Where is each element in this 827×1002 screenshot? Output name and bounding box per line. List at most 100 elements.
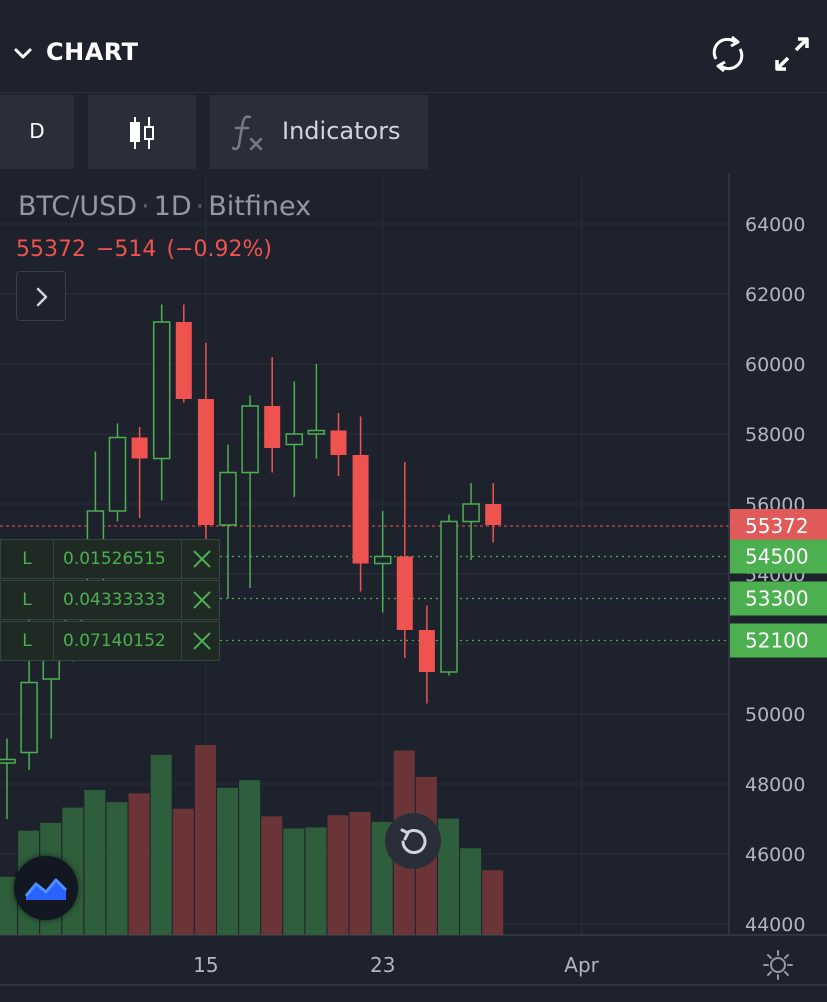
order-row[interactable]: L 0.04333333	[0, 580, 220, 620]
cancel-order-button[interactable]	[181, 540, 220, 578]
price-tick-label: 64000	[745, 214, 805, 236]
interval-button[interactable]: D	[0, 95, 74, 169]
price-tick-label: 48000	[745, 774, 805, 796]
order-side: L	[1, 622, 54, 660]
order-side: L	[1, 540, 54, 578]
chart-type-button[interactable]	[88, 95, 196, 169]
settings-icon[interactable]	[762, 949, 794, 981]
candle-body	[330, 430, 347, 455]
legend-exchange: Bitfinex	[208, 191, 312, 222]
legend-last-price: 55372	[16, 237, 86, 262]
volume-bar	[305, 827, 327, 935]
order-row[interactable]: L 0.01526515	[0, 539, 220, 579]
price-tick-label: 44000	[745, 914, 805, 936]
close-icon	[193, 632, 211, 650]
order-amount: 0.04333333	[63, 590, 166, 610]
candle-body	[418, 630, 435, 672]
candle-body	[485, 504, 502, 525]
candle-body	[352, 455, 369, 564]
indicators-label: Indicators	[282, 117, 401, 145]
order-price-badge-label: 52100	[745, 629, 809, 653]
candle-body	[307, 429, 326, 435]
order-price-badge	[730, 581, 827, 616]
chevron-down-icon[interactable]	[12, 42, 34, 64]
volume-bar	[239, 780, 261, 935]
legend-change: −514	[96, 237, 157, 262]
candlestick-icon	[130, 117, 154, 149]
chart-toolbar: D Indicators	[0, 93, 827, 173]
candle-body	[241, 405, 259, 474]
cancel-order-button[interactable]	[181, 622, 220, 660]
last-price-badge-label: 55372	[745, 514, 809, 538]
order-side: L	[1, 581, 54, 619]
candle-body	[131, 437, 148, 459]
candle-body	[108, 436, 127, 512]
volume-bar	[327, 815, 349, 935]
volume-bar	[84, 790, 106, 935]
candle-body	[462, 503, 480, 523]
last-price-badge	[730, 508, 827, 543]
panel-title[interactable]: CHART	[46, 38, 139, 66]
candle-body	[20, 681, 38, 754]
cancel-order-button[interactable]	[181, 581, 220, 619]
price-tick-label: 46000	[745, 844, 805, 866]
chevron-right-icon	[36, 287, 48, 307]
volume-bar	[349, 811, 371, 935]
candle-body	[440, 520, 458, 673]
order-price-badge-label: 53300	[745, 587, 809, 611]
logo-icon	[24, 878, 68, 900]
reset-chart-button[interactable]	[385, 813, 441, 869]
order-price-badge	[730, 539, 827, 574]
volume-bar	[150, 754, 172, 935]
legend-price-row: 55372 −514 (−0.92%)	[16, 237, 282, 262]
logo-button[interactable]	[14, 856, 78, 920]
volume-bar	[482, 870, 504, 935]
candle-body	[264, 406, 281, 448]
series-legend[interactable]: BTC/USD · 1D · Bitfinex	[18, 191, 311, 222]
order-amount: 0.07140152	[63, 631, 166, 651]
fx-icon	[232, 115, 263, 151]
volume-bar	[0, 876, 17, 935]
time-tick-label: 15	[193, 953, 218, 977]
candle-body	[373, 555, 392, 565]
chart-area[interactable]: 4400046000480005000052000540005600058000…	[0, 173, 827, 1002]
volume-bar	[460, 848, 482, 935]
volume-bar	[128, 793, 150, 935]
volume-bar	[194, 745, 216, 935]
close-icon	[193, 591, 211, 609]
volume-bar	[172, 808, 194, 935]
candle-body	[152, 321, 171, 460]
candle-body	[197, 399, 214, 525]
sync-icon[interactable]	[706, 32, 750, 76]
legend-interval: 1D	[153, 191, 192, 222]
volume-bar	[217, 787, 238, 935]
candle-body	[175, 322, 192, 399]
order-price-badge	[730, 623, 827, 658]
time-axis	[0, 935, 827, 1002]
legend-separator: ·	[195, 191, 205, 222]
price-tick-label: 60000	[745, 354, 805, 376]
chart-panel-header: CHART	[0, 12, 827, 93]
order-row[interactable]: L 0.07140152	[0, 621, 220, 661]
candle-body	[219, 471, 237, 526]
order-amount: 0.01526515	[63, 549, 166, 569]
volume-bar	[283, 828, 305, 935]
expand-icon[interactable]	[772, 34, 812, 74]
indicators-button[interactable]: Indicators	[210, 95, 428, 169]
legend-separator: ·	[141, 191, 150, 222]
time-tick-label: Apr	[564, 953, 599, 977]
time-tick-label: 23	[370, 953, 395, 977]
price-tick-label: 58000	[745, 424, 805, 446]
legend-change-percent: (−0.92%)	[166, 237, 272, 262]
legend-toggle-button[interactable]	[16, 271, 66, 321]
volume-bar	[438, 818, 459, 935]
order-price-badge-label: 54500	[745, 545, 809, 569]
volume-bar	[106, 802, 128, 935]
reset-icon	[400, 828, 427, 854]
close-icon	[193, 550, 211, 568]
volume-bar	[261, 816, 283, 935]
candle-body	[396, 556, 413, 630]
price-tick-label: 62000	[745, 284, 805, 306]
candle-body	[285, 433, 304, 446]
interval-label: D	[29, 119, 45, 143]
